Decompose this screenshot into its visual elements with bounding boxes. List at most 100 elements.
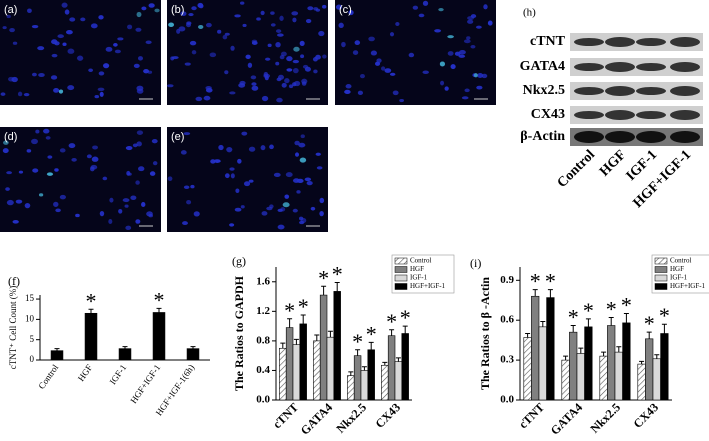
error-bar xyxy=(368,341,374,350)
nucleus xyxy=(280,207,286,212)
nucleus xyxy=(439,61,446,67)
nucleus xyxy=(217,29,222,34)
nucleus xyxy=(126,170,131,176)
nucleus xyxy=(125,145,133,151)
bar xyxy=(313,340,321,401)
significance-marker: * xyxy=(530,269,541,294)
legend-label: IGF-1 xyxy=(410,274,428,282)
bar xyxy=(637,363,646,401)
nucleus xyxy=(463,39,471,44)
x-tick-label: CX43 xyxy=(372,400,403,431)
bar xyxy=(387,335,396,401)
nucleus xyxy=(230,173,235,179)
error-bar xyxy=(355,349,361,356)
x-tick-label: cTNT xyxy=(516,400,547,431)
nucleus xyxy=(205,22,212,28)
nucleus xyxy=(222,34,228,40)
nucleus xyxy=(300,134,305,139)
nucleus xyxy=(476,85,483,90)
x-tick-label: Control xyxy=(36,362,60,391)
nucleus xyxy=(248,146,256,152)
y-axis-label: The Ratios to β -Actin xyxy=(478,277,492,390)
error-bar xyxy=(623,313,629,323)
bar xyxy=(353,355,362,401)
bar xyxy=(576,353,585,401)
nucleus xyxy=(304,177,312,182)
nucleus xyxy=(135,219,141,224)
nucleus xyxy=(170,56,175,61)
nucleus xyxy=(310,206,316,211)
nucleus xyxy=(38,193,44,197)
nucleus xyxy=(235,188,240,193)
nucleus xyxy=(15,199,23,204)
legend-swatch xyxy=(654,257,668,265)
nucleus xyxy=(422,0,429,6)
nucleus xyxy=(269,144,274,150)
nucleus xyxy=(440,80,445,86)
error-bar xyxy=(395,357,401,362)
error-bar xyxy=(563,355,569,361)
nucleus xyxy=(213,159,221,163)
nucleus xyxy=(135,27,142,32)
nucleus xyxy=(273,172,281,177)
error-bar xyxy=(293,338,299,345)
bar xyxy=(523,337,532,401)
bar xyxy=(299,323,307,401)
bar xyxy=(292,344,301,401)
bar xyxy=(561,359,570,401)
nucleus xyxy=(438,7,444,12)
nucleus xyxy=(11,76,18,83)
nucleus xyxy=(412,5,419,10)
nucleus xyxy=(275,61,280,66)
nucleus xyxy=(296,190,301,194)
legend-label: HGF+IGF-1 xyxy=(670,282,706,290)
nucleus xyxy=(389,32,395,37)
nucleus xyxy=(237,158,242,164)
nucleus xyxy=(238,83,246,88)
blot-row-label: CX43 xyxy=(531,107,565,122)
bar xyxy=(186,348,200,361)
nucleus xyxy=(280,51,287,57)
nucleus xyxy=(26,149,32,153)
bar xyxy=(401,333,409,401)
bar xyxy=(347,375,355,401)
nucleus xyxy=(261,211,268,216)
y-tick-label: 15 xyxy=(25,293,35,303)
blot-band xyxy=(670,37,700,47)
nucleus xyxy=(205,87,213,93)
nucleus xyxy=(66,30,73,35)
nucleus xyxy=(315,152,321,156)
nucleus xyxy=(127,24,133,30)
nucleus xyxy=(243,181,251,187)
nucleus xyxy=(292,17,297,23)
nucleus xyxy=(282,202,290,208)
nucleus xyxy=(113,42,118,47)
nucleus xyxy=(23,92,30,97)
nucleus xyxy=(230,45,235,51)
y-tick-label: 1.6 xyxy=(256,275,270,287)
bar xyxy=(538,326,547,401)
nucleus xyxy=(395,21,400,27)
significance-marker: * xyxy=(332,262,343,287)
error-bar xyxy=(585,318,591,327)
nucleus xyxy=(91,156,99,162)
nucleus xyxy=(53,201,59,207)
nucleus xyxy=(69,17,76,22)
bar xyxy=(118,348,132,361)
nucleus xyxy=(184,62,191,66)
nucleus xyxy=(250,75,257,80)
nucleus xyxy=(32,168,39,173)
blot-row-label: cTNT xyxy=(530,34,566,49)
blot-row-label: GATA4 xyxy=(520,59,565,74)
micrograph xyxy=(0,0,161,105)
nucleus xyxy=(137,56,144,61)
nucleus xyxy=(195,96,203,102)
nucleus xyxy=(481,73,488,79)
nucleus xyxy=(199,4,204,9)
nucleus xyxy=(299,157,307,163)
nucleus xyxy=(94,94,100,99)
nucleus xyxy=(277,74,285,80)
nucleus xyxy=(133,63,140,68)
panel-label: (a) xyxy=(4,4,17,16)
